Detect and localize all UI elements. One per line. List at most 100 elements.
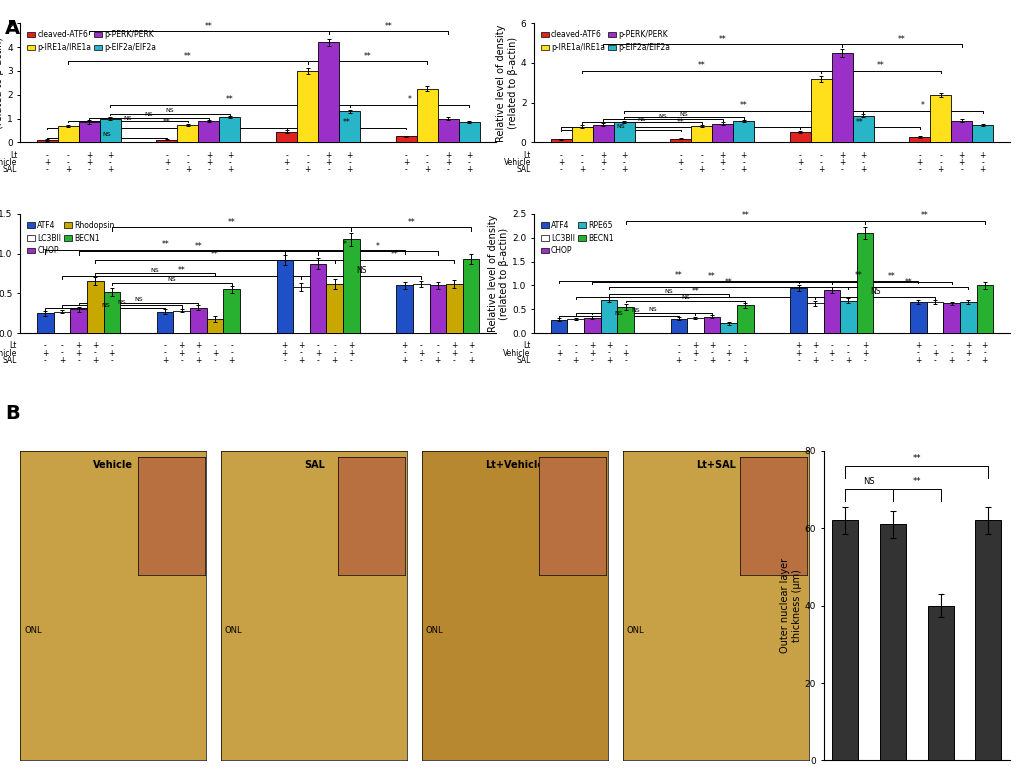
Text: +: + <box>555 348 561 358</box>
Text: **: ** <box>163 118 170 127</box>
Bar <box>413 284 429 333</box>
Text: +: + <box>331 355 337 365</box>
Text: +: + <box>346 165 353 174</box>
Text: +: + <box>401 355 408 365</box>
Bar <box>951 120 971 143</box>
Text: +: + <box>796 158 803 167</box>
Bar <box>292 287 310 333</box>
Text: -: - <box>861 158 864 167</box>
Bar <box>832 521 858 760</box>
Text: NS: NS <box>679 112 688 117</box>
Text: -: - <box>452 355 455 365</box>
Text: +: + <box>811 341 817 351</box>
Text: +: + <box>298 341 305 351</box>
Text: -: - <box>950 341 952 351</box>
Bar <box>37 140 58 143</box>
Text: NS: NS <box>101 303 109 308</box>
Text: NS: NS <box>631 308 639 313</box>
Text: +: + <box>980 355 987 365</box>
Text: +: + <box>178 341 184 351</box>
Text: +: + <box>605 355 611 365</box>
Text: -: - <box>559 151 561 160</box>
Text: -: - <box>446 165 449 174</box>
Bar <box>395 137 416 143</box>
Bar <box>207 319 223 333</box>
Text: +: + <box>958 151 964 160</box>
Text: **: ** <box>675 271 682 280</box>
Bar <box>437 119 459 143</box>
Text: -: - <box>819 158 821 167</box>
Text: +: + <box>403 158 409 167</box>
Bar <box>600 300 616 333</box>
Text: B: B <box>5 404 19 422</box>
Text: **: ** <box>725 278 732 286</box>
Text: +: + <box>228 355 234 365</box>
Text: **: ** <box>342 118 350 127</box>
Bar <box>54 312 70 333</box>
Text: **: ** <box>697 61 705 70</box>
Text: +: + <box>698 165 704 174</box>
Text: -: - <box>317 355 319 365</box>
Text: -: - <box>917 151 920 160</box>
Text: -: - <box>607 348 609 358</box>
Text: +: + <box>718 158 726 167</box>
Text: **: ** <box>855 118 863 126</box>
Text: NS: NS <box>103 132 111 137</box>
Text: -: - <box>743 341 746 351</box>
Text: -: - <box>420 341 422 351</box>
Text: **: ** <box>195 241 202 251</box>
Text: **: ** <box>211 251 219 259</box>
Text: +: + <box>347 348 355 358</box>
Text: -: - <box>980 158 983 167</box>
Text: +: + <box>621 151 627 160</box>
Text: -: - <box>347 158 351 167</box>
Text: -: - <box>720 165 723 174</box>
Text: -: - <box>580 151 583 160</box>
Y-axis label: Relative level of density
(related to β-actin): Relative level of density (related to β-… <box>496 24 518 141</box>
Text: +: + <box>44 158 51 167</box>
Text: **: ** <box>887 272 895 282</box>
Text: +: + <box>450 341 458 351</box>
Text: -: - <box>559 165 561 174</box>
Bar <box>459 122 479 143</box>
Text: -: - <box>679 151 682 160</box>
Text: **: ** <box>707 272 715 282</box>
Text: +: + <box>557 158 564 167</box>
Text: **: ** <box>920 211 928 220</box>
Text: -: - <box>950 348 952 358</box>
Text: -: - <box>846 348 849 358</box>
Text: -: - <box>797 355 799 365</box>
Text: +: + <box>450 348 458 358</box>
Text: +: + <box>92 341 99 351</box>
Text: -: - <box>700 158 702 167</box>
Text: NS: NS <box>145 112 153 117</box>
Text: +: + <box>107 151 113 160</box>
Text: -: - <box>228 158 231 167</box>
Bar <box>571 126 592 143</box>
Text: **: ** <box>718 35 726 43</box>
Y-axis label: Relative level of density
(related to β-actin): Relative level of density (related to β-… <box>0 24 4 141</box>
Bar <box>318 43 338 143</box>
Bar <box>856 233 872 333</box>
Bar <box>879 525 905 760</box>
Text: **: ** <box>205 22 213 30</box>
Text: +: + <box>839 158 845 167</box>
Bar <box>810 79 830 143</box>
Text: +: + <box>677 158 683 167</box>
Text: **: ** <box>226 95 233 105</box>
Text: -: - <box>306 151 309 160</box>
Text: +: + <box>195 355 202 365</box>
Text: **: ** <box>854 271 861 280</box>
Text: -: - <box>470 348 472 358</box>
Text: +: + <box>87 151 93 160</box>
Bar <box>840 300 856 333</box>
Text: +: + <box>283 158 289 167</box>
Text: -: - <box>727 355 730 365</box>
Text: -: - <box>693 355 696 365</box>
Bar <box>100 119 121 143</box>
Text: -: - <box>164 341 166 351</box>
Text: +: + <box>206 158 212 167</box>
Text: *: * <box>342 240 346 249</box>
Bar <box>429 286 445 333</box>
Bar <box>173 311 190 333</box>
